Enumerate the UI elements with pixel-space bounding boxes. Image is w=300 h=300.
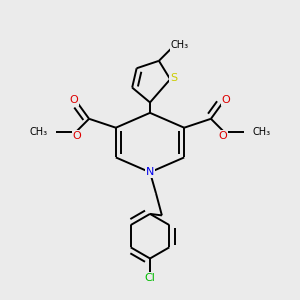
Text: O: O — [221, 95, 230, 105]
Text: CH₃: CH₃ — [171, 40, 189, 50]
Text: O: O — [218, 131, 227, 141]
Text: N: N — [146, 167, 154, 177]
Text: CH₃: CH₃ — [253, 127, 271, 137]
Text: S: S — [170, 73, 177, 83]
Text: O: O — [70, 95, 79, 105]
Text: CH₃: CH₃ — [29, 127, 47, 137]
Text: O: O — [73, 131, 82, 141]
Text: Cl: Cl — [145, 273, 155, 284]
